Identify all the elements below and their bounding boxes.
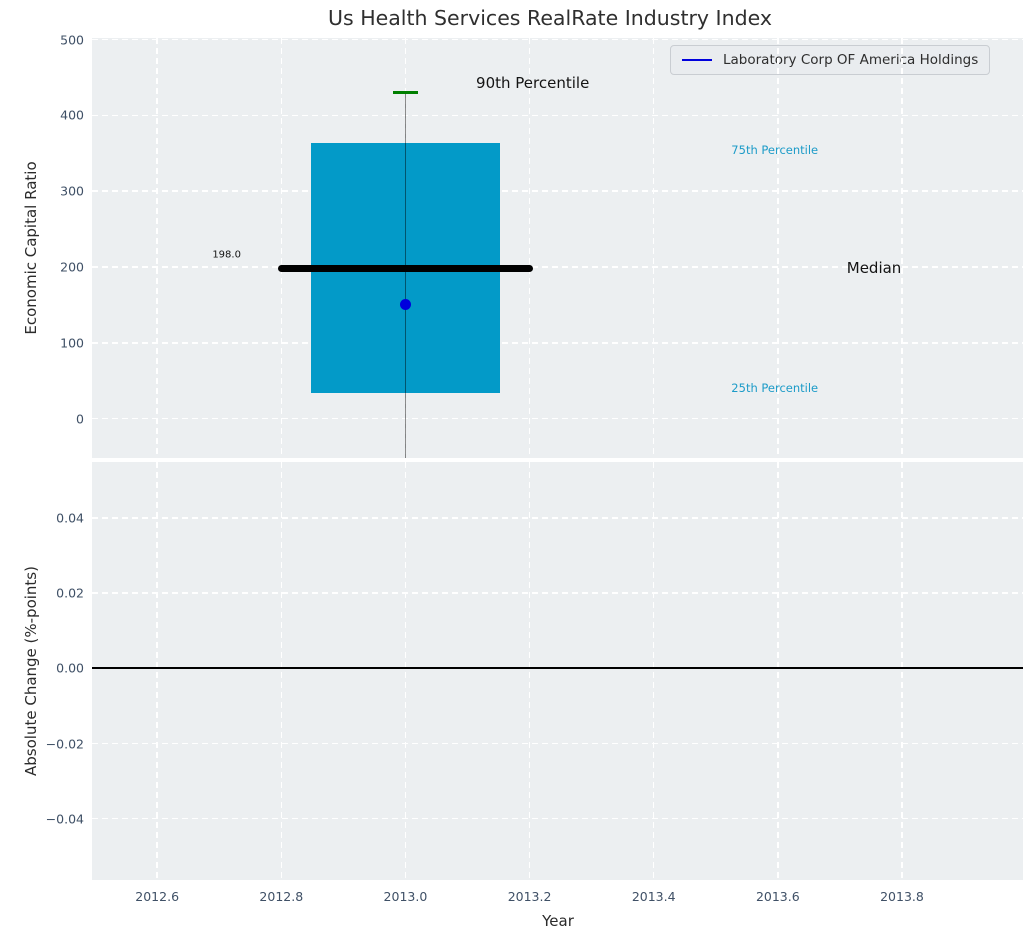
gridline-vertical [528,38,531,458]
y-tick-label-bottom: 0.04 [56,510,84,526]
gridline-horizontal [92,742,1023,745]
gridline-horizontal [92,38,1023,41]
annotation-90th-percentile: 90th Percentile [476,74,590,93]
y-tick-label-bottom: 0.02 [56,585,84,601]
x-tick-label: 2012.8 [259,889,304,904]
y-axis-label-top: Economic Capital Ratio [22,161,40,335]
annotation-25th-percentile: 25th Percentile [731,381,819,396]
y-tick-label-top: 100 [60,335,84,351]
gridline-vertical [156,38,158,458]
x-tick-label: 2013.0 [383,889,428,904]
y-tick-label-bottom: 0.00 [56,660,84,676]
annotation-median: Median [846,259,902,278]
median-line [278,264,533,272]
y-tick-label-top: 300 [60,183,84,199]
gridline-vertical [280,462,283,880]
gridline-vertical [901,38,903,458]
chart-title: Us Health Services RealRate Industry Ind… [328,6,772,30]
top-plot-panel [92,38,1023,458]
y-tick-label-top: 500 [60,32,84,48]
x-tick-label: 2013.4 [631,889,676,904]
y-axis-label-bottom: Absolute Change (%-points) [22,566,40,776]
gridline-vertical [156,462,158,880]
gridline-vertical [280,38,283,458]
y-tick-label-bottom: −0.02 [45,736,84,752]
y-tick-label-top: 0 [76,411,84,427]
gridline-horizontal [92,592,1023,594]
gridline-horizontal [92,417,1023,420]
gridline-vertical [404,462,407,880]
gridline-vertical [528,462,531,880]
legend-label: Laboratory Corp OF America Holdings [723,52,979,68]
annotation-198-0: 198.0 [212,249,241,261]
gridline-vertical [652,462,655,880]
company-point [399,299,411,311]
annotation-75th-percentile: 75th Percentile [731,143,819,158]
y-tick-label-top: 400 [60,107,84,123]
x-tick-label: 2013.6 [755,889,800,904]
y-tick-label-top: 200 [60,259,84,275]
gridline-horizontal [92,266,1023,268]
p90-cap-line [393,91,418,94]
gridline-vertical [777,38,779,458]
x-axis-label: Year [542,912,574,930]
gridline-horizontal [92,517,1023,519]
x-tick-label: 2013.2 [507,889,552,904]
x-tick-label: 2012.6 [135,889,180,904]
gridline-horizontal [92,817,1023,820]
gridline-vertical [901,462,903,880]
gridline-horizontal [92,342,1023,344]
legend: Laboratory Corp OF America Holdings [670,45,991,75]
gridline-vertical [777,462,779,880]
legend-line-sample [682,58,712,62]
x-tick-label: 2013.8 [880,889,924,904]
gridline-horizontal [92,190,1023,192]
y-tick-label-bottom: −0.04 [45,811,84,827]
whisker-line [404,92,407,458]
gridline-horizontal [92,114,1023,117]
gridline-vertical [652,38,655,458]
bottom-plot-panel [92,462,1023,880]
zero-line [92,667,1023,670]
